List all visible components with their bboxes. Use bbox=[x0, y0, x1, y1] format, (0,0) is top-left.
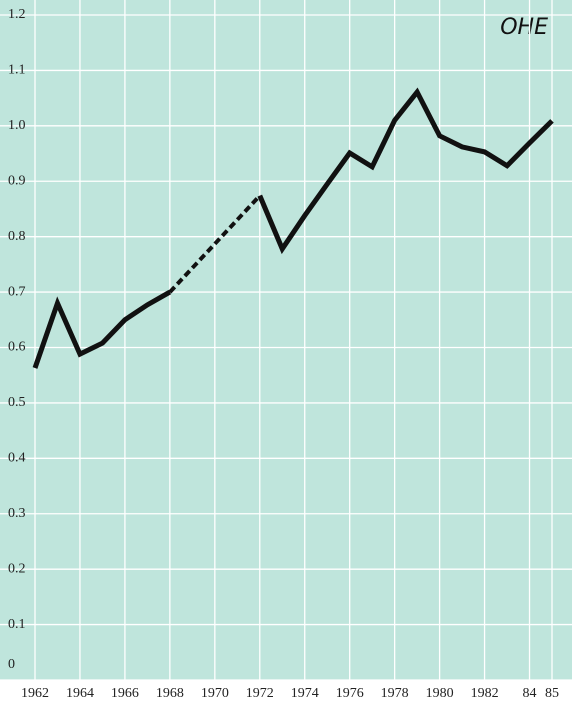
x-tick-label: 1980 bbox=[426, 686, 454, 701]
y-tick-label: 0.1 bbox=[8, 617, 26, 632]
y-tick-label: 1.0 bbox=[8, 118, 26, 133]
y-tick-label: 0.9 bbox=[8, 173, 26, 188]
y-tick-label: 0.4 bbox=[8, 451, 26, 466]
y-tick-label: 0.3 bbox=[8, 506, 26, 521]
x-tick-label: 1970 bbox=[201, 686, 229, 701]
line bbox=[32, 289, 172, 369]
x-tick-label: 84 bbox=[523, 686, 537, 701]
plot-background bbox=[0, 0, 572, 680]
x-tick-label: 1978 bbox=[381, 686, 409, 701]
y-tick-label: 1.2 bbox=[8, 7, 26, 22]
y-tick-label: 0.7 bbox=[8, 284, 26, 299]
x-tick-label: 1964 bbox=[66, 686, 94, 701]
y-tick-label: 0.6 bbox=[8, 340, 26, 355]
x-tick-label: 1974 bbox=[291, 686, 319, 701]
y-tick-label: 0 bbox=[8, 657, 15, 672]
x-tick-label: 1966 bbox=[111, 686, 139, 701]
x-tick-label: 1982 bbox=[471, 686, 499, 701]
y-tick-label: 0.2 bbox=[8, 561, 26, 576]
x-tick-label: 1972 bbox=[246, 686, 274, 701]
line bbox=[257, 87, 554, 255]
y-tick-label: 1.1 bbox=[8, 63, 26, 78]
y-tick-label: 0.8 bbox=[8, 229, 26, 244]
x-tick-label: 85 bbox=[545, 686, 559, 701]
x-tick-label: 1962 bbox=[21, 686, 49, 701]
y-tick-label: 0.5 bbox=[8, 395, 26, 410]
x-tick-label: 1976 bbox=[336, 686, 364, 701]
x-tick-label: 1968 bbox=[156, 686, 184, 701]
logo: OHE bbox=[500, 15, 548, 40]
